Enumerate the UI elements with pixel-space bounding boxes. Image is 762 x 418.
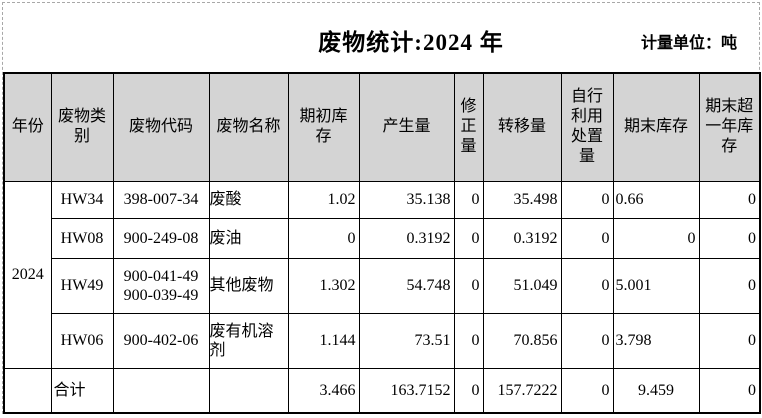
- year-cell: 2024: [3, 180, 52, 369]
- cell-code: 900-402-06: [112, 312, 210, 369]
- cell-begin-inventory: 1.302: [287, 257, 360, 314]
- cell-begin-inventory: 1.144: [287, 312, 360, 369]
- cell-category: HW49: [50, 257, 114, 314]
- cell-self-disposal: 0: [560, 180, 614, 219]
- cell-generated: 0.3192: [358, 217, 455, 259]
- cell-transferred: 35.498: [482, 180, 562, 219]
- cell-begin-inventory: 1.02: [287, 180, 360, 219]
- col-header-end-over-one-year: 期末超 一年库 存: [698, 72, 761, 182]
- col-header-correction: 修 正 量: [453, 72, 484, 182]
- cell-end-inventory: 0.66: [612, 180, 700, 219]
- cell-correction: 0: [453, 312, 484, 369]
- total-transferred: 157.7222: [482, 367, 562, 414]
- total-end-over-one-year: 0: [698, 367, 761, 414]
- page-title: 废物统计:2024 年: [318, 30, 504, 55]
- col-header-self-disposal: 自行 利用 处置 量: [560, 72, 614, 182]
- cell-generated: 54.748: [358, 257, 455, 314]
- total-empty-name-cell: [208, 367, 289, 414]
- cell-end-over-one-year: 0: [698, 180, 761, 219]
- cell-name: 废油: [208, 217, 289, 259]
- total-label: 合计: [50, 367, 114, 414]
- cell-code: 900-249-08: [112, 217, 210, 259]
- cell-correction: 0: [453, 257, 484, 314]
- cell-name: 废酸: [208, 180, 289, 219]
- cell-self-disposal: 0: [560, 312, 614, 369]
- cell-category: HW08: [50, 217, 114, 259]
- cell-category: HW06: [50, 312, 114, 369]
- total-row: 合计 3.466 163.7152 0 157.7222 0 9.459 0: [3, 367, 761, 414]
- col-header-category: 废物类 别: [50, 72, 114, 182]
- cell-code: 900-041-49 900-039-49: [112, 257, 210, 314]
- cell-category: HW34: [50, 180, 114, 219]
- waste-statistics-table: 年份 废物类 别 废物代码 废物名称 期初库 存 产生量 修 正 量 转移量 自…: [3, 72, 761, 414]
- cell-self-disposal: 0: [560, 217, 614, 259]
- cell-end-inventory: 3.798: [612, 312, 700, 369]
- cell-end-inventory: 0: [612, 217, 700, 259]
- col-header-code: 废物代码: [112, 72, 210, 182]
- cell-transferred: 51.049: [482, 257, 562, 314]
- header-row: 年份 废物类 别 废物代码 废物名称 期初库 存 产生量 修 正 量 转移量 自…: [3, 72, 761, 182]
- col-header-name: 废物名称: [208, 72, 289, 182]
- table-row: HW08 900-249-08 废油 0 0.3192 0 0.3192 0 0…: [4, 217, 761, 259]
- title-bar: 废物统计:2024 年 计量单位：吨: [3, 3, 759, 72]
- total-empty-year-cell: [3, 367, 52, 414]
- cell-end-over-one-year: 0: [698, 257, 761, 314]
- table-row: HW49 900-041-49 900-039-49 其他废物 1.302 54…: [4, 257, 761, 314]
- cell-correction: 0: [453, 180, 484, 219]
- total-begin-inventory: 3.466: [287, 367, 360, 414]
- cell-transferred: 0.3192: [482, 217, 562, 259]
- cell-name: 废有机溶剂: [208, 312, 289, 369]
- total-correction: 0: [453, 367, 484, 414]
- col-header-generated: 产生量: [358, 72, 455, 182]
- cell-begin-inventory: 0: [287, 217, 360, 259]
- col-header-end-inventory: 期末库存: [612, 72, 700, 182]
- cell-self-disposal: 0: [560, 257, 614, 314]
- cell-end-inventory: 5.001: [612, 257, 700, 314]
- col-header-begin-inventory: 期初库 存: [287, 72, 360, 182]
- cell-transferred: 70.856: [482, 312, 562, 369]
- cell-end-over-one-year: 0: [698, 217, 761, 259]
- cell-generated: 73.51: [358, 312, 455, 369]
- col-header-year: 年份: [3, 72, 52, 182]
- total-empty-code-cell: [112, 367, 210, 414]
- cell-name: 其他废物: [208, 257, 289, 314]
- total-end-inventory: 9.459: [612, 367, 700, 414]
- cell-correction: 0: [453, 217, 484, 259]
- cell-generated: 35.138: [358, 180, 455, 219]
- unit-label: 计量单位：吨: [640, 35, 737, 52]
- table-row: HW06 900-402-06 废有机溶剂 1.144 73.51 0 70.8…: [4, 312, 761, 369]
- table-row: 2024 HW34 398-007-34 废酸 1.02 35.138 0 35…: [3, 180, 761, 369]
- cell-code: 398-007-34: [112, 180, 210, 219]
- cell-end-over-one-year: 0: [698, 312, 761, 369]
- col-header-transferred: 转移量: [482, 72, 562, 182]
- total-self-disposal: 0: [560, 367, 614, 414]
- total-generated: 163.7152: [358, 367, 455, 414]
